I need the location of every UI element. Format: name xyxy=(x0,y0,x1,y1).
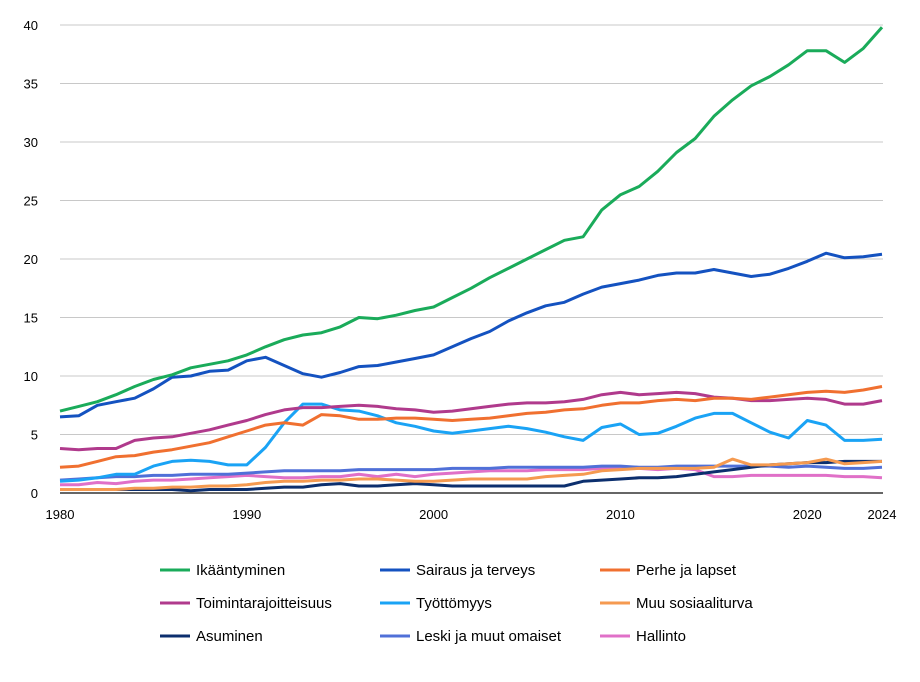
y-tick-label: 35 xyxy=(24,77,38,92)
series-line xyxy=(59,251,883,419)
legend-label: Hallinto xyxy=(636,628,686,645)
legend-item: Perhe ja lapset xyxy=(600,562,737,579)
series-line xyxy=(60,465,883,487)
legend-label: Ikääntyminen xyxy=(196,562,285,579)
legend-label: Perhe ja lapset xyxy=(636,562,737,579)
x-axis-ticks: 1980 1990 2000 2010 2020 2024 xyxy=(46,507,897,522)
legend-item: Ikääntyminen xyxy=(160,562,285,579)
series-line xyxy=(59,26,884,413)
legend-item: Toimintarajoitteisuus xyxy=(160,595,332,612)
legend-item: Sairaus ja terveys xyxy=(380,562,535,579)
x-tick-label: 2020 xyxy=(793,507,822,522)
legend-item: Hallinto xyxy=(600,628,686,645)
legend-item: Leski ja muut omaiset xyxy=(380,628,562,645)
x-tick-label: 1980 xyxy=(46,507,75,522)
y-tick-label: 25 xyxy=(24,194,38,209)
y-tick-label: 0 xyxy=(31,486,38,501)
y-tick-label: 15 xyxy=(24,311,38,326)
x-tick-label: 2024 xyxy=(868,507,897,522)
gridlines xyxy=(60,24,883,435)
legend-label: Muu sosiaaliturva xyxy=(636,595,753,612)
legend-label: Leski ja muut omaiset xyxy=(416,628,562,645)
series-line xyxy=(59,464,883,482)
series-line xyxy=(60,457,883,491)
y-tick-label: 20 xyxy=(24,252,38,267)
legend-item: Työttömyys xyxy=(380,595,492,612)
legend-item: Muu sosiaaliturva xyxy=(600,595,753,612)
series-line xyxy=(59,402,883,483)
x-tick-label: 2010 xyxy=(606,507,635,522)
x-tick-label: 1990 xyxy=(232,507,261,522)
y-tick-label: 30 xyxy=(24,135,38,150)
legend-item: Asuminen xyxy=(160,628,263,645)
y-tick-label: 40 xyxy=(24,18,38,33)
legend: Ikääntyminen Sairaus ja terveys Perhe ja l… xyxy=(160,562,753,645)
series-lines xyxy=(59,26,884,493)
y-axis-ticks: 0 5 10 15 20 25 30 35 40 xyxy=(24,18,38,501)
legend-label: Toimintarajoitteisuus xyxy=(196,595,332,612)
y-tick-label: 5 xyxy=(31,428,38,443)
x-tick-label: 2000 xyxy=(419,507,448,522)
y-tick-label: 10 xyxy=(24,369,38,384)
series-line xyxy=(59,390,883,452)
legend-label: Sairaus ja terveys xyxy=(416,562,535,579)
legend-label: Työttömyys xyxy=(416,595,492,612)
legend-label: Asuminen xyxy=(196,628,263,645)
series-line xyxy=(59,385,883,469)
series-line xyxy=(60,459,882,493)
